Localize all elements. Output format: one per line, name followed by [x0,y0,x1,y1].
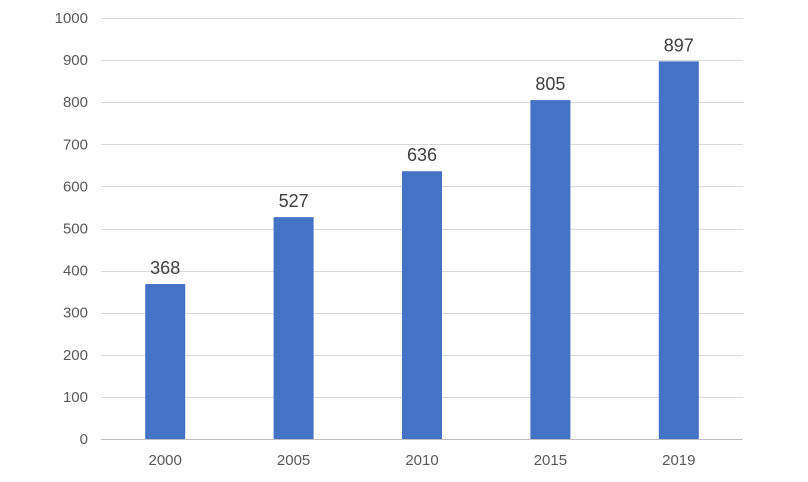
bar-2005 [273,217,314,439]
y-tick-label: 0 [80,431,88,448]
y-tick-label: 800 [63,94,88,111]
y-axis-tick-labels: 0 100 200 300 400 500 600 700 800 900 1000 [55,10,88,448]
bar-2010 [402,171,442,439]
y-tick-label: 600 [63,178,88,195]
y-tick-label: 100 [63,389,88,406]
x-tick-label-2005: 2005 [277,452,310,469]
data-labels: 368 527 636 805 897 [150,35,694,278]
y-tick-label: 200 [63,347,88,364]
x-axis-tick-labels: 2000 2005 2010 2015 2019 [149,452,696,469]
y-tick-label: 700 [63,136,88,153]
y-tick-label: 400 [63,263,88,280]
x-tick-label-2015: 2015 [534,452,567,469]
y-tick-label: 300 [63,305,88,322]
y-tick-label: 1000 [55,10,88,27]
x-tick-label-2000: 2000 [149,452,182,469]
x-tick-label-2010: 2010 [405,452,438,469]
x-tick-label-2019: 2019 [662,452,695,469]
data-label-2015: 805 [535,74,565,94]
bars [145,61,699,439]
bar-2019 [658,61,699,439]
y-tick-label: 900 [63,52,88,69]
data-label-2010: 636 [407,145,437,165]
y-tick-label: 500 [63,221,88,238]
data-label-2005: 527 [279,191,309,211]
bar-2000 [145,284,186,439]
bar-2015 [530,100,571,439]
data-label-2000: 368 [150,258,180,278]
data-label-2019: 897 [664,35,694,55]
